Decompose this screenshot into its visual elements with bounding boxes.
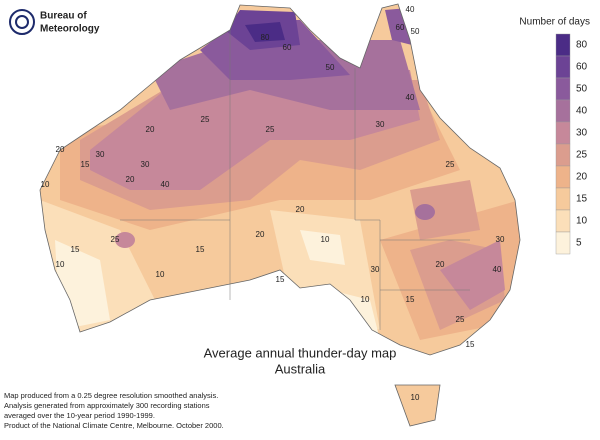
contour-label: 15 — [196, 245, 205, 254]
coastline — [39, 3, 521, 427]
map-title: Average annual thunder-day map — [204, 345, 397, 360]
contour-label: 60 — [396, 23, 405, 32]
contour-label: 15 — [466, 340, 475, 349]
legend-swatch — [555, 231, 571, 255]
contour-label: 40 — [493, 265, 502, 274]
contour-label: 20 — [436, 260, 445, 269]
contour-label: 30 — [371, 265, 380, 274]
legend-label: 20 — [576, 172, 588, 183]
contour-label: 25 — [201, 115, 210, 124]
logo-text: Meteorology — [40, 24, 100, 35]
legend-label: 30 — [576, 128, 588, 139]
contour-label: 20 — [56, 145, 65, 154]
legend-swatch — [555, 55, 571, 79]
legend-label: 40 — [576, 106, 588, 117]
contour-label: 20 — [146, 125, 155, 134]
contour-label: 60 — [283, 43, 292, 52]
contour-label: 30 — [376, 120, 385, 129]
contour-label: 10 — [156, 270, 165, 279]
state-borders — [120, 30, 470, 330]
legend-label: 10 — [576, 216, 588, 227]
map-title: Australia — [275, 361, 326, 376]
contour-label: 15 — [81, 160, 90, 169]
contour-label: 40 — [406, 93, 415, 102]
contour-label: 40 — [161, 180, 170, 189]
contour-label: 30 — [141, 160, 150, 169]
legend-swatch — [555, 33, 571, 57]
legend-swatch — [555, 143, 571, 167]
legend-label: 50 — [576, 84, 588, 95]
legend-swatch — [555, 209, 571, 233]
legend-title: Number of days — [519, 17, 590, 28]
legend-swatch — [555, 165, 571, 189]
contour-label: 10 — [411, 393, 420, 402]
contour-label: 30 — [496, 235, 505, 244]
contour-label: 25 — [446, 160, 455, 169]
contour-label: 20 — [256, 230, 265, 239]
contour-label: 10 — [321, 235, 330, 244]
contour-label: 25 — [266, 125, 275, 134]
legend-swatch — [555, 77, 571, 101]
footnote: Analysis generated from approximately 30… — [4, 401, 210, 410]
legend-swatch — [555, 187, 571, 211]
contour-label: 80 — [261, 33, 270, 42]
legend-label: 60 — [576, 62, 588, 73]
contour-label: 40 — [406, 5, 415, 14]
logo: Bureau of Meteorology — [9, 9, 100, 35]
logo-text: Bureau of — [40, 11, 87, 22]
legend-label: 15 — [576, 194, 588, 205]
contour-label: 10 — [56, 260, 65, 269]
contour-label: 20 — [126, 175, 135, 184]
contour-label: 15 — [406, 295, 415, 304]
legend-label: 5 — [576, 238, 582, 249]
legend-swatch — [555, 121, 571, 145]
legend-label: 80 — [576, 40, 588, 51]
legend-swatch — [555, 99, 571, 123]
contour-label: 15 — [276, 275, 285, 284]
contour-label: 10 — [361, 295, 370, 304]
contour-label: 30 — [96, 150, 105, 159]
contour-label: 25 — [456, 315, 465, 324]
contour-label: 10 — [41, 180, 50, 189]
contour-label: 15 — [71, 245, 80, 254]
contour-label: 50 — [326, 63, 335, 72]
footnote: Product of the National Climate Centre, … — [4, 421, 224, 430]
contour-label: 20 — [296, 205, 305, 214]
footnote: averaged over the 10-year period 1990-19… — [4, 411, 155, 420]
legend-label: 25 — [576, 150, 588, 161]
contour-label: 50 — [411, 27, 420, 36]
contour-label: 25 — [111, 235, 120, 244]
footnote: Map produced from a 0.25 degree resoluti… — [4, 391, 218, 400]
